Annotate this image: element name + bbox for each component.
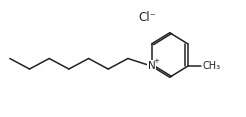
- Text: CH₃: CH₃: [203, 61, 221, 71]
- Text: Cl⁻: Cl⁻: [139, 11, 156, 24]
- Text: N: N: [148, 61, 155, 71]
- Text: +: +: [153, 58, 159, 64]
